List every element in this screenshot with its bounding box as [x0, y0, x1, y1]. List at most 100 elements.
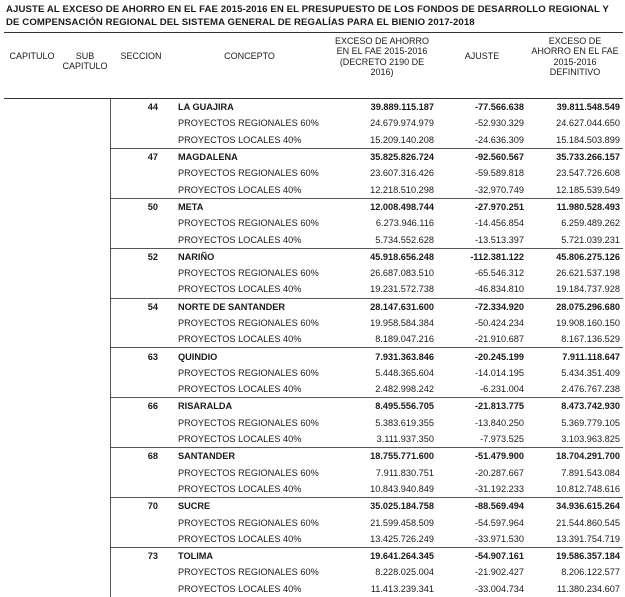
amount: 24.679.974.979 [370, 118, 434, 129]
column-header: SUB CAPITULO [60, 32, 110, 99]
concepto: PROYECTOS REGIONALES 60% [178, 567, 319, 578]
amount: -92.560.567 [437, 147, 527, 166]
cell [60, 531, 110, 548]
cell [109, 281, 172, 299]
item-row: PROYECTOS LOCALES 40% 15.209.140.208 -24.6… [4, 131, 623, 149]
section-row: 50 META 12.008.498.744 -27.970.251 11.980.52… [4, 197, 623, 216]
amount: 2.476.767.238 [561, 384, 620, 395]
cell [4, 365, 60, 381]
amount: 8.167.136.529 [561, 334, 620, 345]
seccion: 54 [109, 297, 172, 315]
cell [4, 514, 60, 530]
item-row: PROYECTOS REGIONALES 60% 6.273.946.116 -14… [4, 215, 623, 232]
amount: 7.891.543.084 [561, 467, 620, 478]
amount: 15.184.503.899 [556, 134, 620, 145]
amount: -51.479.900 [437, 447, 527, 465]
amount: -50.424.234 [474, 318, 524, 328]
concepto: PROYECTOS REGIONALES 60% [178, 118, 319, 129]
cell [109, 464, 172, 481]
item-row: PROYECTOS LOCALES 40% 11.413.239.341 -33.0… [4, 580, 623, 597]
concepto: QUINDIO [172, 347, 327, 365]
section-row: 63 QUINDIO 7.931.363.846 -20.245.199 7.911.1… [4, 347, 623, 365]
cell [4, 132, 60, 149]
cell [60, 564, 110, 580]
cell [109, 314, 172, 332]
cell [60, 115, 110, 131]
concepto: PROYECTOS LOCALES 40% [178, 284, 302, 295]
cell [60, 248, 110, 265]
amount: 12.185.539.549 [556, 184, 620, 195]
amount: 39.889.115.187 [327, 98, 437, 116]
amount: 19.231.572.738 [370, 284, 434, 295]
cell [4, 99, 60, 116]
concepto: PROYECTOS LOCALES 40% [178, 533, 302, 544]
seccion: 50 [109, 197, 172, 216]
seccion: 66 [109, 397, 172, 415]
cell [109, 215, 172, 232]
title: AJUSTE AL EXCESO DE AHORRO EN EL FAE 201… [6, 4, 609, 28]
cell [4, 448, 60, 465]
cell [60, 381, 110, 398]
amount: -13.513.397 [474, 234, 524, 245]
amount: 19.641.264.345 [327, 547, 437, 565]
item-row: PROYECTOS REGIONALES 60% 5.383.619.355 -13… [4, 414, 623, 431]
amount: 5.434.351.409 [561, 367, 620, 378]
amount: 19.908.160.150 [556, 318, 620, 328]
cell [60, 448, 110, 465]
cell [60, 132, 110, 149]
cell [60, 215, 110, 231]
cell [4, 148, 60, 165]
concepto: TOLIMA [172, 547, 327, 565]
cell [4, 465, 60, 481]
concepto: PROYECTOS REGIONALES 60% [178, 367, 319, 378]
amount: 8.189.047.216 [375, 334, 434, 345]
amount: 5.383.619.355 [375, 417, 434, 428]
section-row: 68 SANTANDER 18.755.771.600 -51.479.900 18.7… [4, 447, 623, 465]
cell [4, 248, 60, 265]
cell [4, 531, 60, 548]
column-header: CAPITULO [4, 32, 60, 99]
cell [109, 580, 172, 597]
amount: -77.566.638 [437, 98, 527, 116]
cell [60, 198, 110, 215]
amount: -24.636.309 [474, 134, 524, 145]
amount: 5.369.779.105 [561, 417, 620, 428]
cell [109, 381, 172, 398]
concepto: PROYECTOS REGIONALES 60% [178, 467, 319, 478]
item-row: PROYECTOS REGIONALES 60% 19.958.584.384 -5… [4, 314, 623, 332]
concepto: PROYECTOS LOCALES 40% [178, 134, 302, 145]
cell [4, 581, 60, 597]
item-row: PROYECTOS LOCALES 40% 3.111.937.350 -7.973… [4, 430, 623, 448]
amount: 5.734.552.628 [375, 234, 434, 245]
section-row: 66 RISARALDA 8.495.556.705 -21.813.775 8.473… [4, 397, 623, 415]
cell [60, 281, 110, 298]
cell [60, 514, 110, 530]
amount: 45.918.656.248 [327, 247, 437, 265]
cell [60, 365, 110, 381]
section-row: 73 TOLIMA 19.641.264.345 -54.907.161 19.586.… [4, 547, 623, 565]
amount: -32.970.749 [474, 184, 524, 195]
concepto: MAGDALENA [172, 147, 327, 166]
cell [4, 431, 60, 448]
concepto: SUCRE [172, 497, 327, 515]
amount: 10.843.940.849 [370, 483, 434, 494]
amount: -72.334.920 [437, 297, 527, 315]
amount: 5.721.039.231 [561, 234, 620, 245]
amount: 28.147.631.600 [327, 297, 437, 315]
item-row: PROYECTOS REGIONALES 60% 5.448.365.604 -14… [4, 364, 623, 382]
amount: 35.825.826.724 [327, 147, 437, 166]
amount: 8.495.556.705 [327, 397, 437, 415]
amount: -112.381.122 [437, 247, 527, 265]
header-row: CAPITULO SUB CAPITULO SECCION CONCEPTO EXCES… [4, 32, 623, 99]
amount: -14.456.854 [474, 218, 524, 229]
cell [60, 431, 110, 448]
cell [4, 348, 60, 365]
column-header: SECCION [110, 32, 172, 99]
concepto: LA GUAJIRA [172, 98, 327, 116]
amount: -20.245.199 [437, 347, 527, 365]
amount: -21.910.687 [474, 334, 524, 345]
amount: -54.597.964 [474, 517, 524, 528]
amount: 8.473.742.930 [527, 397, 623, 415]
cell [4, 315, 60, 331]
seccion: 73 [109, 547, 172, 565]
